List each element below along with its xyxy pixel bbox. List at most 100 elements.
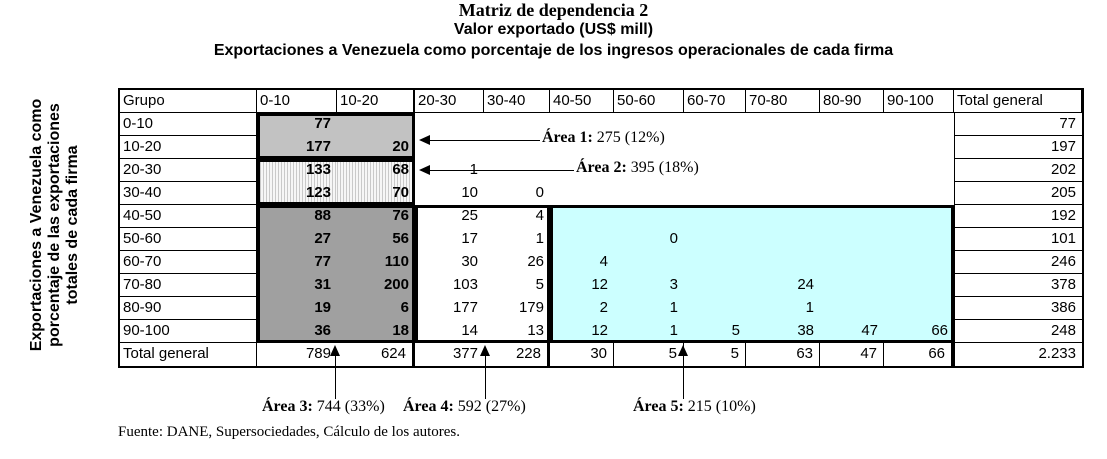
table-cell	[614, 205, 684, 228]
area1-annotation-label: Área 1:	[542, 129, 593, 146]
column-header: 50-60	[614, 90, 684, 113]
table-cell: 36	[257, 320, 337, 343]
table-cell	[884, 182, 954, 205]
area2-annotation: Área 2: 395 (18%)	[576, 159, 699, 177]
table-cell: 17	[461, 230, 478, 247]
column-axis-title: Exportaciones a Venezuela como porcentaj…	[213, 42, 894, 59]
row-header: 0-10	[120, 113, 257, 136]
area3-arrow-line	[335, 352, 336, 399]
table-cell: 12	[550, 320, 614, 343]
row-axis-label-line2: porcentaje de las exportaciones	[46, 103, 63, 347]
column-header: 10-20	[337, 90, 415, 113]
table-cell	[884, 251, 954, 274]
table-cell: 202	[954, 159, 1082, 182]
table-cell: 1	[614, 320, 684, 343]
table-cell	[684, 113, 746, 136]
table-cell: 10	[461, 184, 478, 201]
column-header: 80-90	[820, 90, 884, 113]
area2-annotation-label: Área 2:	[576, 159, 627, 176]
total-cell: 789	[305, 345, 331, 362]
row-header: 50-60	[120, 228, 257, 251]
table-cell: 5	[535, 276, 544, 293]
table-cell: 88	[257, 205, 337, 228]
table-cell	[746, 251, 820, 274]
table-cell: 1	[535, 230, 544, 247]
area3-annotation-label: Área 3:	[262, 398, 313, 415]
table-cell	[746, 113, 820, 136]
table-cell	[484, 113, 550, 136]
total-cell: 47	[820, 343, 884, 366]
area5-arrow-line	[683, 352, 684, 399]
table-cell: 1	[614, 297, 684, 320]
area5-annotation-label: Área 5:	[633, 398, 684, 415]
table-cell	[884, 136, 954, 159]
table-cell: 192	[954, 205, 1082, 228]
total-cell: 5	[614, 343, 684, 366]
figure-subtitle: Valor exportado (US$ mill)	[453, 21, 654, 38]
table-cell: 38	[746, 320, 820, 343]
table-cell	[884, 159, 954, 182]
table-cell	[884, 297, 954, 320]
table-cell: 205	[954, 182, 1082, 205]
area1-annotation: Área 1: 275 (12%)	[542, 129, 665, 147]
table-cell: 386	[954, 297, 1082, 320]
table-cell: 378	[954, 274, 1082, 297]
area3-arrowhead-icon	[330, 345, 340, 356]
table-cell	[746, 136, 820, 159]
column-header: 60-70	[684, 90, 746, 113]
table-cell: 25	[461, 207, 478, 224]
table-cell	[684, 274, 746, 297]
table-cell	[746, 182, 820, 205]
table-cell: 18	[337, 320, 415, 343]
table-cell: 110	[337, 251, 415, 274]
row-header: 90-100	[120, 320, 257, 343]
column-header: 90-100	[884, 90, 954, 113]
table-cell: 77	[257, 113, 337, 136]
table-cell	[684, 182, 746, 205]
table-cell: 13	[527, 322, 544, 339]
table-cell	[820, 228, 884, 251]
area3-annotation-value: 744 (33%)	[316, 398, 385, 415]
row-header: 40-50	[120, 205, 257, 228]
table-cell	[746, 205, 820, 228]
table-cell: 19	[257, 297, 337, 320]
table-cell	[746, 159, 820, 182]
table-cell: 66	[884, 320, 954, 343]
table-cell: 6	[337, 297, 415, 320]
table-cell: 26	[527, 253, 544, 270]
area2-arrow-line	[429, 170, 574, 171]
table-cell	[820, 205, 884, 228]
table-cell: 1	[415, 159, 484, 182]
row-header: 30-40	[120, 182, 257, 205]
area2-arrowhead-icon	[419, 165, 430, 175]
table-cell: 68	[337, 159, 415, 182]
area1-arrow-line	[429, 140, 540, 141]
table-cell	[820, 159, 884, 182]
area4-annotation-label: Área 4:	[403, 398, 454, 415]
table-cell: 4	[550, 251, 614, 274]
table-cell: 248	[954, 320, 1082, 343]
column-header: 0-10	[257, 90, 337, 113]
table-cell	[614, 182, 684, 205]
table-cell: 133	[257, 159, 337, 182]
column-header: Total general	[954, 90, 1082, 113]
table-cell: 76	[337, 205, 415, 228]
table-cell: 179	[518, 299, 544, 316]
table-cell: 3	[614, 274, 684, 297]
area4-annotation: Área 4: 592 (27%)	[403, 398, 526, 416]
table-cell	[684, 136, 746, 159]
total-cell: 30	[550, 343, 614, 366]
table-cell: 0	[535, 184, 544, 201]
area4-arrow-line	[485, 352, 486, 399]
row-axis-label: Exportaciones a Venezuela como porcentaj…	[28, 65, 84, 385]
row-header: 20-30	[120, 159, 257, 182]
table-cell	[884, 274, 954, 297]
table-cell: 27	[257, 228, 337, 251]
table-cell: 200	[337, 274, 415, 297]
column-header: 30-40	[484, 90, 550, 113]
table-cell	[684, 297, 746, 320]
table-cell: 56	[337, 228, 415, 251]
total-cell: 2.233	[954, 343, 1082, 366]
area4-arrowhead-icon	[480, 345, 490, 356]
